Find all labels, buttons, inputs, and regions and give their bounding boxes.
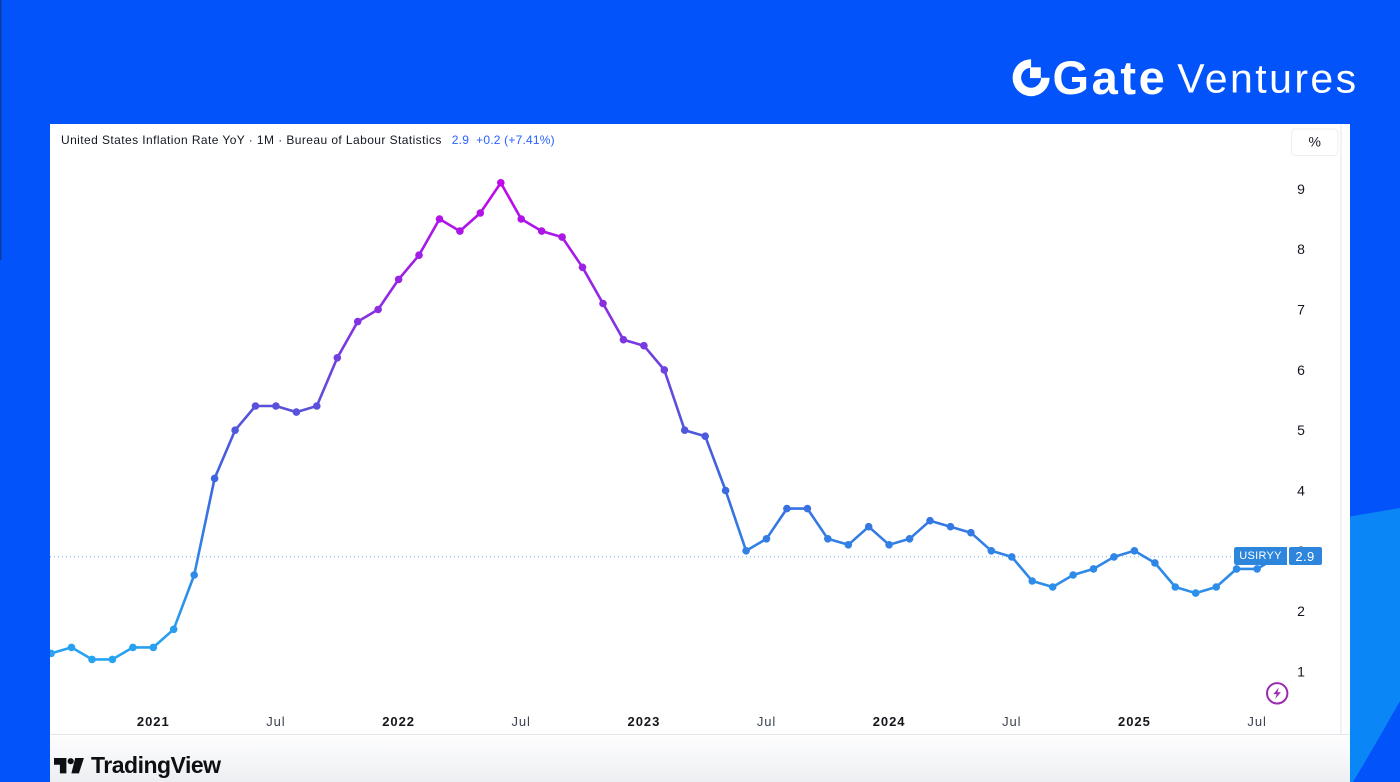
svg-text:2024: 2024 (873, 714, 906, 729)
svg-text:2021: 2021 (137, 714, 170, 729)
svg-text:5: 5 (1297, 422, 1305, 438)
svg-text:Ventures: Ventures (1177, 56, 1358, 102)
svg-text:4: 4 (1297, 483, 1305, 499)
svg-text:%: % (1308, 134, 1320, 150)
svg-text:Gate: Gate (1053, 55, 1168, 104)
svg-text:6: 6 (1297, 362, 1305, 378)
svg-text:Jul: Jul (512, 714, 531, 729)
svg-text:2023: 2023 (628, 714, 661, 729)
svg-text:7: 7 (1297, 302, 1305, 318)
svg-text:Jul: Jul (757, 714, 776, 729)
svg-text:9: 9 (1297, 181, 1305, 197)
svg-text:2022: 2022 (382, 714, 415, 729)
svg-text:1: 1 (1297, 664, 1305, 680)
svg-text:2: 2 (1297, 603, 1305, 619)
svg-text:Jul: Jul (1247, 714, 1266, 729)
svg-text:8: 8 (1297, 241, 1305, 257)
svg-text:Jul: Jul (1002, 714, 1021, 729)
svg-text:2025: 2025 (1118, 714, 1151, 729)
svg-text:Jul: Jul (266, 714, 285, 729)
